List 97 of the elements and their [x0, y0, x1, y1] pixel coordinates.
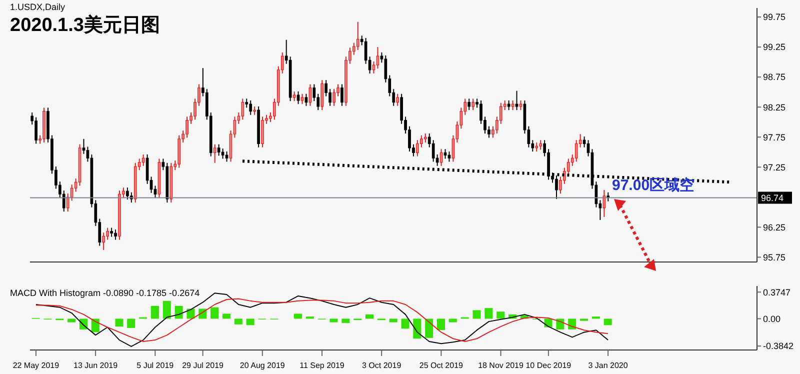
x-tick-label: 5 Jul 2019 [136, 361, 174, 370]
candlestick [304, 93, 308, 106]
y-tick-label: 99.75 [763, 12, 786, 22]
candlestick [515, 90, 518, 111]
line-series [35, 298, 609, 342]
bar [365, 314, 374, 319]
candlestick [376, 46, 380, 70]
candlestick [296, 90, 300, 105]
x-tick-label: 3 Oct 2019 [362, 361, 402, 370]
candlestick [249, 100, 252, 116]
candlestick [261, 116, 264, 148]
candlestick [424, 133, 427, 144]
candlestick [432, 140, 435, 162]
x-tick-label: 11 Sep 2019 [300, 361, 345, 370]
bar [246, 318, 254, 326]
candlestick [70, 184, 74, 202]
x-tick-label: 20 Aug 2019 [240, 361, 286, 370]
bar [413, 318, 422, 339]
x-tick-label: 3 Jan 2020 [588, 361, 628, 370]
candlestick [245, 98, 248, 108]
candlestick [114, 229, 117, 240]
bar [496, 312, 505, 319]
candlestick [213, 144, 216, 164]
candlestick [416, 140, 419, 157]
candlestick [126, 187, 129, 200]
bar [342, 318, 350, 323]
x-tick-label: 10 Dec 2019 [526, 361, 572, 370]
chart-title: MACD With Histogram -0.0890 -0.1785 -0.2674 [10, 288, 200, 298]
candlestick [535, 142, 538, 152]
candlestick [472, 98, 474, 111]
y-tick-label: 98.75 [763, 72, 786, 82]
bar [127, 318, 136, 328]
y-tick-label: 99.25 [763, 42, 786, 52]
bar [425, 318, 434, 338]
x-tick-label: 25 Oct 2019 [419, 361, 464, 370]
bar [568, 318, 576, 330]
bar [222, 314, 230, 319]
candlestick [602, 189, 606, 218]
candlestick [332, 88, 336, 106]
x-tick-label: 13 Jun 2019 [74, 361, 118, 370]
candlestick [574, 140, 578, 162]
bar [401, 318, 410, 329]
x-tick-label: 29 Jul 2019 [182, 361, 224, 370]
bar [294, 314, 302, 319]
candlestick [292, 90, 296, 102]
candlestick [217, 144, 220, 156]
candlestick [241, 98, 244, 120]
x-tick-label: 22 May 2019 [12, 361, 60, 370]
candlestick [468, 98, 471, 111]
candlestick [308, 84, 312, 106]
candlestick [300, 93, 304, 105]
candlestick [320, 80, 324, 111]
bar [174, 306, 183, 319]
candlestick [66, 193, 70, 212]
candlestick [106, 227, 109, 240]
y-tick-label: -0.3842 [763, 341, 794, 352]
bar [556, 318, 564, 330]
bar [448, 318, 457, 322]
bar [115, 318, 124, 327]
y-tick-label: 98.25 [763, 102, 786, 112]
bar [210, 307, 219, 319]
bar [234, 318, 242, 324]
bar [91, 318, 100, 332]
candlestick [186, 116, 188, 138]
bar [437, 318, 445, 330]
bar [330, 318, 338, 322]
candlestick [396, 93, 400, 106]
candlestick [34, 116, 38, 144]
ref-line-label: 96.74 [761, 193, 784, 204]
candlestick [142, 154, 145, 166]
annotation: 97.00区域空 [612, 176, 695, 195]
bar [472, 310, 481, 319]
x-tick-label: 18 Nov 2019 [478, 361, 524, 370]
candlestick [82, 138, 86, 154]
candlestick [444, 148, 447, 160]
y-tick-label: 96.25 [763, 222, 786, 232]
candlestick [519, 100, 522, 111]
candlestick [102, 232, 106, 250]
bar [389, 318, 398, 322]
bar [484, 308, 493, 319]
candlestick [340, 84, 344, 106]
bar [162, 300, 171, 319]
candlestick [356, 21, 360, 51]
candlestick [110, 227, 113, 238]
chart-title: 2020.1.3美元日图 [10, 13, 160, 38]
chart-subtitle: 1.USDX,Daily [10, 2, 66, 12]
y-tick-label: 95.75 [763, 252, 786, 262]
candlestick [507, 100, 510, 111]
bar [68, 318, 76, 322]
y-tick-label: 97.75 [763, 132, 786, 142]
bar [604, 318, 612, 326]
y-tick-label: 0.00 [763, 314, 781, 324]
candlestick [511, 100, 514, 111]
y-tick-label: 0.3747 [763, 287, 791, 298]
bar [150, 306, 159, 319]
y-tick-label: 97.25 [763, 162, 786, 172]
candlestick [539, 140, 542, 150]
